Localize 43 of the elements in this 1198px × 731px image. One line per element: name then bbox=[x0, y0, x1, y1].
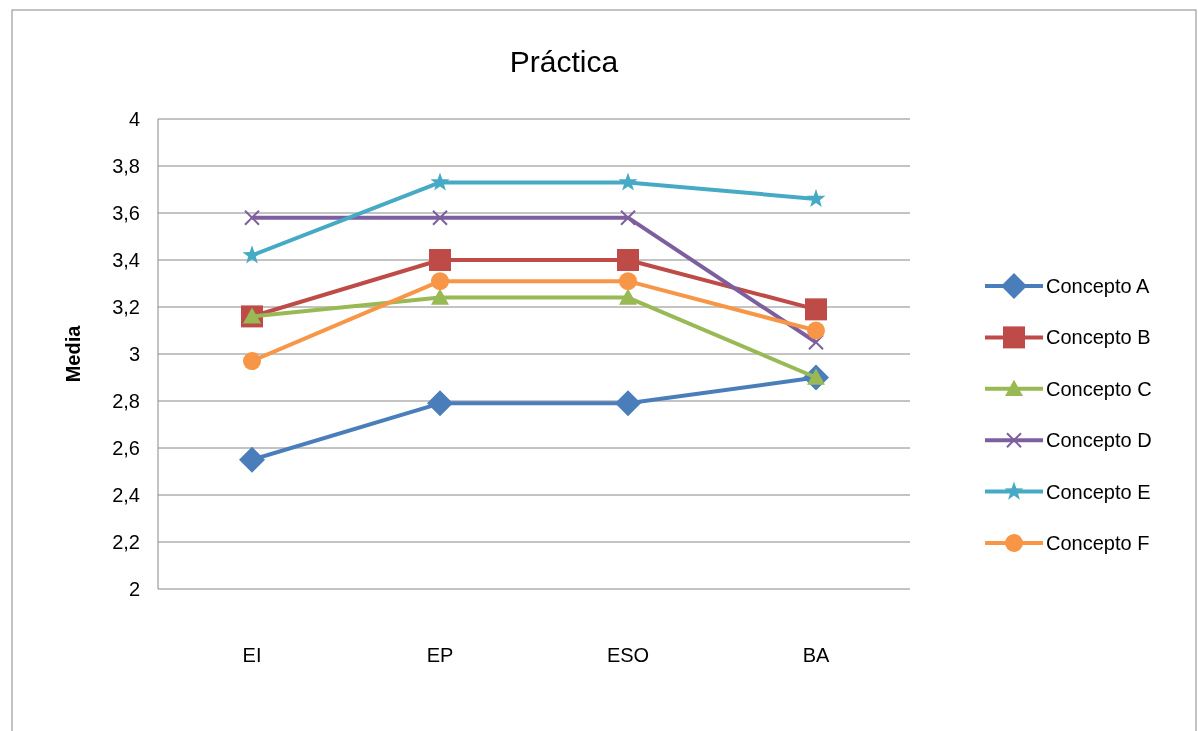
point bbox=[244, 209, 260, 226]
point bbox=[807, 321, 825, 340]
point bbox=[432, 209, 448, 226]
y-axis-title: Media bbox=[62, 324, 84, 383]
legend-label: Concepto E bbox=[1046, 480, 1151, 503]
point bbox=[619, 272, 637, 291]
x-tick-label: EI bbox=[242, 644, 262, 666]
point bbox=[805, 298, 827, 321]
point bbox=[239, 446, 265, 473]
point bbox=[429, 249, 451, 271]
y-tick-label: 3,8 bbox=[112, 155, 140, 177]
legend-label: Concepto B bbox=[1046, 326, 1151, 349]
point bbox=[243, 352, 261, 371]
point bbox=[431, 272, 449, 291]
point bbox=[619, 288, 637, 305]
point bbox=[242, 245, 262, 264]
y-tick-label: 2,6 bbox=[112, 437, 140, 459]
y-tick-label: 3,4 bbox=[112, 249, 140, 271]
y-tick-label: 2,4 bbox=[112, 484, 140, 506]
y-tick-label: 2,2 bbox=[112, 531, 140, 553]
point bbox=[427, 390, 453, 417]
y-tick-label: 3,2 bbox=[112, 296, 140, 318]
x-tick-label: EP bbox=[426, 644, 454, 666]
y-tick-label: 2 bbox=[128, 578, 140, 600]
point bbox=[430, 172, 450, 191]
point bbox=[617, 249, 639, 271]
x-tick-label: BA bbox=[802, 644, 830, 666]
y-tick-label: 3 bbox=[128, 343, 140, 365]
point bbox=[808, 334, 824, 351]
legend-label: Concepto D bbox=[1046, 429, 1152, 452]
y-tick-label: 3,6 bbox=[112, 202, 140, 224]
point bbox=[620, 209, 636, 226]
legend-label: Concepto C bbox=[1046, 377, 1152, 400]
point bbox=[806, 188, 826, 207]
point bbox=[618, 172, 638, 191]
legend-label: Concepto A bbox=[1046, 275, 1151, 297]
legend-label: Concepto F bbox=[1046, 532, 1150, 554]
chart-title: Práctica bbox=[509, 45, 619, 78]
point bbox=[615, 390, 641, 417]
x-tick-label: ESO bbox=[606, 644, 650, 666]
point bbox=[431, 288, 449, 305]
y-tick-label: 4 bbox=[128, 108, 140, 130]
y-tick-label: 2,8 bbox=[112, 390, 140, 412]
